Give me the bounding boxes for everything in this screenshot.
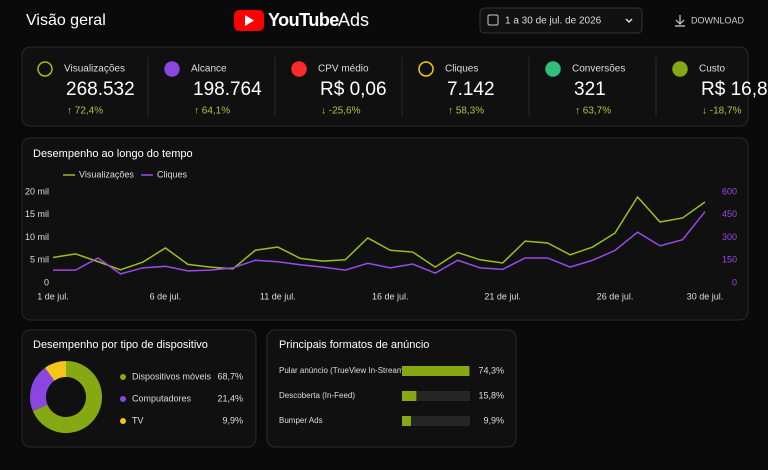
kpi-label: Cliques xyxy=(445,64,478,75)
y-tick-label: 5 mil xyxy=(30,255,49,265)
bar-track xyxy=(402,391,470,401)
kpi-label: Conversões xyxy=(572,64,625,75)
bar xyxy=(402,391,417,401)
y2-tick-label: 0 xyxy=(732,277,737,287)
x-tick-label: 6 de jul. xyxy=(150,291,182,301)
kpi-icon xyxy=(164,61,180,77)
page-title: Visão geral xyxy=(26,12,106,29)
legend-dot xyxy=(120,396,126,402)
y2-tick-label: 600 xyxy=(722,186,737,196)
x-tick-label: 26 de jul. xyxy=(597,291,634,301)
x-tick-label: 1 de jul. xyxy=(37,291,69,301)
kpi-delta: ↑ 72,4% xyxy=(67,106,103,117)
legend-value: 21,4% xyxy=(217,393,243,403)
date-picker[interactable]: 1 a 30 de jul. de 2026 xyxy=(479,7,643,34)
bar-label: Pular anúncio (TrueView In-Stream) xyxy=(279,366,407,375)
kpi-value: 7.142 xyxy=(447,79,495,100)
kpi-icon xyxy=(37,61,53,77)
line-card xyxy=(21,137,749,321)
bar-label: Bumper Ads xyxy=(279,416,323,425)
kpi-value: R$ 16,89 xyxy=(701,79,768,100)
kpi-label: Custo xyxy=(699,64,726,75)
download-icon xyxy=(675,15,685,27)
bar-value: 9,9% xyxy=(483,415,504,425)
brand-name: YouTube xyxy=(268,10,339,30)
kpi-card xyxy=(21,46,749,127)
y2-tick-label: 150 xyxy=(722,255,737,265)
kpi-icon xyxy=(291,61,307,77)
y-tick-label: 0 xyxy=(44,277,49,287)
card-title: Principais formatos de anúncio xyxy=(279,339,429,351)
kpi-value: 321 xyxy=(574,79,606,100)
bar-value: 74,3% xyxy=(478,365,504,375)
legend-label: Computadores xyxy=(132,393,192,403)
x-tick-label: 11 de jul. xyxy=(260,291,296,301)
date-box[interactable] xyxy=(479,7,643,34)
x-tick-label: 30 de jul. xyxy=(687,291,724,301)
legend-dot xyxy=(120,418,126,424)
kpi-icon xyxy=(545,61,561,77)
chevron xyxy=(625,18,633,24)
kpi-delta: ↓ -25,6% xyxy=(321,106,361,117)
donut-segment xyxy=(32,361,102,433)
y-tick-label: 15 mil xyxy=(25,209,49,219)
legend-label: Cliques xyxy=(157,169,188,179)
kpi-delta: ↑ 58,3% xyxy=(448,106,484,117)
kpi-icon xyxy=(418,61,434,77)
download-button[interactable]: DOWNLOAD xyxy=(675,15,745,27)
brand-suffix: Ads xyxy=(338,10,369,30)
kpi-label: Alcance xyxy=(191,64,227,75)
card-title: Desempenho ao longo do tempo xyxy=(33,148,193,160)
bar-track xyxy=(402,416,470,426)
kpi-value: R$ 0,06 xyxy=(320,79,387,100)
legend-value: 68,7% xyxy=(217,371,243,381)
yt-play xyxy=(245,15,254,26)
kpi-delta: ↓ -18,7% xyxy=(702,106,742,117)
legend-dot xyxy=(120,374,126,380)
bar xyxy=(402,366,470,376)
donut-segment xyxy=(45,361,67,382)
date-range[interactable]: 1 a 30 de jul. de 2026 xyxy=(505,16,602,27)
bar xyxy=(402,416,411,426)
donut-segment xyxy=(30,367,55,411)
x-tick-label: 21 de jul. xyxy=(484,291,521,301)
line-series xyxy=(52,195,706,271)
kpi-delta: ↑ 64,1% xyxy=(194,106,230,117)
kpi-delta: ↑ 63,7% xyxy=(575,106,611,117)
y-tick-label: 20 mil xyxy=(25,186,49,196)
kpi-value: 198.764 xyxy=(193,79,262,100)
kpi-value: 268.532 xyxy=(66,79,135,100)
line-series xyxy=(53,211,706,275)
brand-logo: YouTube Ads xyxy=(234,10,369,31)
y2-tick-label: 450 xyxy=(722,209,737,219)
x-tick-label: 16 de jul. xyxy=(372,291,409,301)
calendar-icon xyxy=(487,14,499,26)
y-tick-label: 10 mil xyxy=(25,232,49,242)
kpi-icon xyxy=(672,61,688,77)
bar-label: Descoberta (In-Feed) xyxy=(279,391,355,400)
kpi-label: Visualizações xyxy=(64,64,125,75)
kpi-label: CPV médio xyxy=(318,64,369,75)
y2-tick-label: 300 xyxy=(722,232,737,242)
legend-label: Dispositivos móveis xyxy=(132,371,212,381)
legend-label: Visualizações xyxy=(79,169,134,179)
card-title: Desempenho por tipo de dispositivo xyxy=(33,339,208,351)
download-label[interactable]: DOWNLOAD xyxy=(691,15,745,25)
legend-value: 9,9% xyxy=(222,415,243,425)
bar-value: 15,8% xyxy=(478,390,504,400)
legend-label: TV xyxy=(132,415,144,425)
